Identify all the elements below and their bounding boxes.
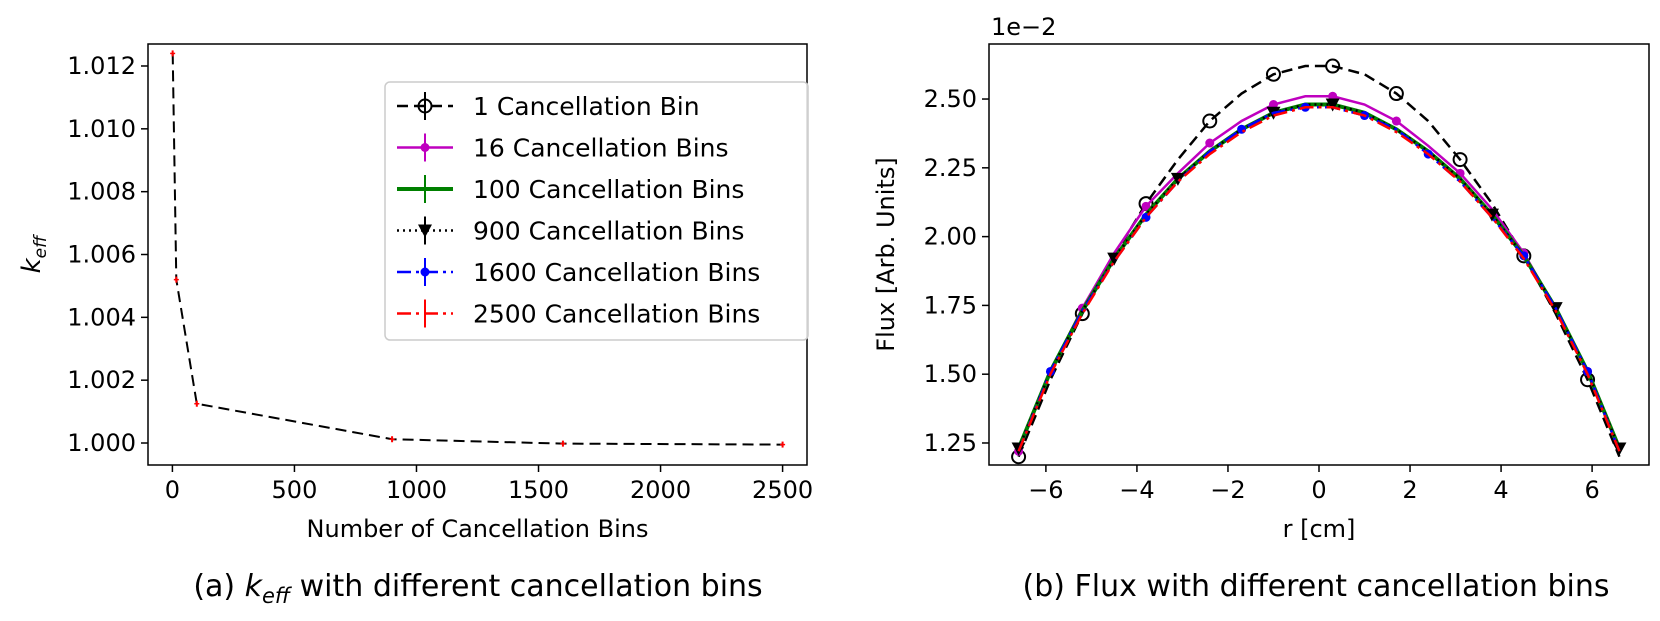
- legend-label: 100 Cancellation Bins: [473, 175, 744, 204]
- x-tick-label: −2: [1210, 476, 1245, 504]
- x-tick-label: 500: [272, 476, 318, 504]
- y-axis-label-k: k: [17, 257, 47, 273]
- x-tick-label: 1000: [386, 476, 447, 504]
- data-point: [1325, 98, 1340, 112]
- legend-marker: [418, 224, 432, 238]
- y-tick-label: 1.004: [67, 303, 136, 331]
- series-line: [1017, 103, 1621, 449]
- y-tick-label: 1.002: [67, 366, 136, 394]
- data-point: [1265, 66, 1281, 82]
- y-tick-label: 2.25: [924, 154, 977, 182]
- legend-frame: [384, 81, 809, 341]
- caption-a: (a) keff with different cancellation bin…: [193, 569, 762, 608]
- data-point: [1388, 86, 1404, 102]
- data-point: [1325, 58, 1341, 74]
- legend-label: 16 Cancellation Bins: [473, 134, 729, 163]
- x-tick-label: −6: [1028, 476, 1063, 504]
- y-tick-label: 1.010: [67, 115, 136, 143]
- caption-a-prefix: (a): [193, 569, 244, 604]
- data-point: [1205, 138, 1215, 148]
- x-tick-label: 1500: [508, 476, 569, 504]
- data-point: [1519, 251, 1529, 261]
- data-point: [1268, 100, 1278, 110]
- y-tick-label: 2.00: [924, 223, 977, 251]
- panel-a: 0 500 1000 1500 2000 2500 1.000 1.002 1.004 1.006…: [17, 43, 813, 608]
- data-point: [1141, 201, 1151, 211]
- x-tick-label: 2: [1402, 476, 1417, 504]
- x-tick-label: 0: [1311, 476, 1326, 504]
- series-line: [1016, 102, 1622, 450]
- x-tick-label: −4: [1119, 476, 1154, 504]
- y-axis-label: Flux [Arb. Units]: [872, 157, 900, 351]
- series-line: [1017, 64, 1621, 458]
- data-point: [1237, 124, 1247, 134]
- y-offset-text: 1e−2: [991, 13, 1056, 41]
- data-point: [1328, 91, 1338, 101]
- caption-a-k: k: [245, 569, 264, 604]
- x-tick-label: 2000: [630, 476, 691, 504]
- caption-a-sub: eff: [262, 584, 293, 608]
- x-tick-label: 2500: [752, 476, 813, 504]
- legend-label: 2500 Cancellation Bins: [473, 300, 760, 329]
- y-tick-label: 2.50: [924, 85, 977, 113]
- x-tick-label: 0: [165, 476, 180, 504]
- axes-frame: [988, 43, 1650, 466]
- series-line: [1017, 106, 1621, 452]
- y-tick-label: 1.75: [924, 291, 977, 319]
- x-axis-label: r [cm]: [1283, 515, 1356, 543]
- series-line: [1017, 95, 1621, 452]
- panel-b: −6 −4 −2 0 2 4 6 1.25 1.50 1.75 2.00 2.25 2.50 1e−2 r …: [872, 13, 1650, 604]
- y-axis-label: keff: [17, 234, 51, 274]
- data-point: [1202, 113, 1218, 129]
- legend: 1 Cancellation Bin 16 Cancellation Bins 10…: [384, 81, 809, 341]
- data-point: [1391, 116, 1401, 126]
- caption-a-suffix: with different cancellation bins: [290, 569, 763, 604]
- legend-label: 1 Cancellation Bin: [473, 92, 700, 121]
- legend-marker: [417, 98, 433, 114]
- series-line: [1017, 106, 1621, 452]
- y-tick-label: 1.006: [67, 241, 136, 269]
- series-line: [171, 53, 783, 446]
- y-tick-label: 1.000: [67, 429, 136, 457]
- y-tick-label: 1.50: [924, 360, 977, 388]
- y-axis-label-sub: eff: [31, 234, 51, 258]
- y-tick-label: 1.012: [67, 52, 136, 80]
- legend-label: 1600 Cancellation Bins: [473, 258, 760, 287]
- data-point: [1452, 152, 1468, 168]
- x-tick-label: 6: [1584, 476, 1599, 504]
- y-tick-label: 1.008: [67, 178, 136, 206]
- legend-marker: [420, 143, 430, 152]
- caption-b: (b) Flux with different cancellation bin…: [1023, 569, 1610, 604]
- data-point: [1170, 172, 1185, 186]
- x-axis-label: Number of Cancellation Bins: [307, 515, 649, 543]
- x-tick-label: 4: [1493, 476, 1508, 504]
- legend-label: 900 Cancellation Bins: [473, 217, 744, 246]
- y-tick-label: 1.25: [924, 429, 977, 457]
- legend-marker: [420, 267, 430, 277]
